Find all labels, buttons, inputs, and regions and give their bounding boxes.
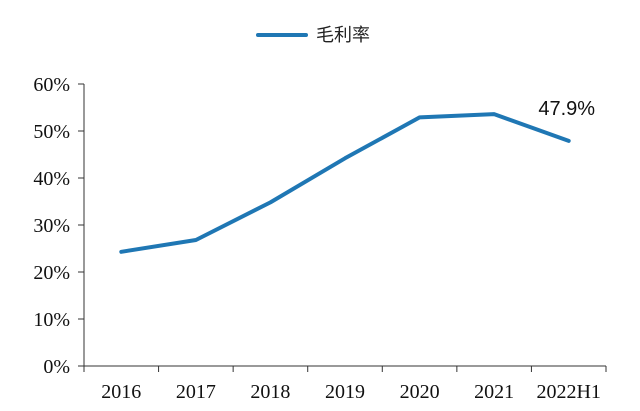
x-tick-label: 2019 <box>325 381 365 403</box>
x-axis-ticks: 2016 2017 2018 2019 2020 2021 2022H1 <box>83 366 607 403</box>
legend: 毛利率 <box>256 25 370 46</box>
y-tick-label: 60% <box>33 74 70 96</box>
x-tick-label: 2017 <box>176 381 216 403</box>
x-tick-label: 2020 <box>400 381 440 403</box>
y-tick-label: 20% <box>33 262 70 284</box>
x-tick-label: 2022H1 <box>536 381 600 403</box>
y-tick-label: 50% <box>33 121 70 143</box>
legend-label: 毛利率 <box>316 25 370 46</box>
y-tick-label: 0% <box>43 356 70 378</box>
x-tick-label: 2021 <box>474 381 514 403</box>
y-tick-label: 10% <box>33 309 70 331</box>
y-tick-label: 40% <box>33 168 70 190</box>
x-tick-label: 2018 <box>250 381 290 403</box>
series-line-gross-margin <box>119 112 571 254</box>
x-tick-label: 2016 <box>101 381 141 403</box>
data-label-2022H1: 47.9% <box>538 98 595 120</box>
y-axis-ticks: 0% 10% 20% 30% 40% 50% 60% <box>33 74 84 378</box>
y-tick-label: 30% <box>33 215 70 237</box>
